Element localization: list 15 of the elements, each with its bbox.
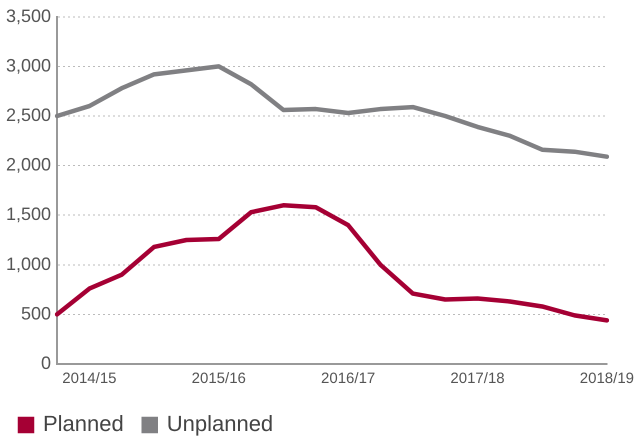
x-tick-label: 2015/16	[192, 370, 246, 388]
y-tick-label: 0	[41, 352, 52, 373]
legend-label: Unplanned	[166, 411, 274, 436]
x-tick-label: 2014/15	[62, 370, 117, 388]
x-tick-label: 2016/17	[321, 370, 376, 388]
x-tick-label: 2018/19	[580, 370, 634, 388]
y-tick-label: 3,500	[6, 6, 52, 26]
y-tick-label: 500	[20, 303, 52, 324]
y-tick-label: 2,000	[6, 154, 52, 175]
y-tick-label: 3,000	[6, 55, 52, 76]
y-tick-label: 1,500	[6, 204, 52, 224]
y-tick-label: 1,000	[6, 254, 52, 274]
y-tick-label: 2,500	[6, 104, 52, 125]
x-tick-label: 2017/18	[450, 370, 505, 388]
legend-label: Planned	[43, 411, 124, 436]
